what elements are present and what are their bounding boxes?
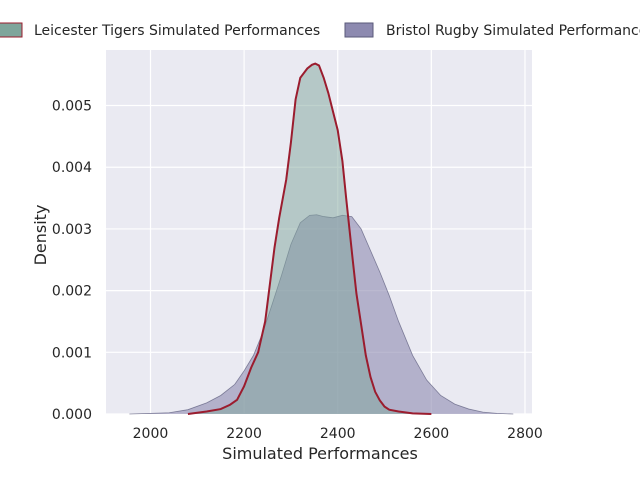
y-tick-label-1: 0.001 — [52, 345, 92, 361]
x-tick-label-3: 2600 — [414, 426, 450, 442]
legend-swatch-bristol — [344, 22, 374, 38]
legend-label-leicester: Leicester Tigers Simulated Performances — [34, 23, 320, 39]
y-tick-label-2: 0.002 — [52, 284, 92, 300]
y-tick-label-4: 0.004 — [52, 160, 92, 176]
y-tick-label-0: 0.000 — [52, 407, 92, 423]
y-tick-label-5: 0.005 — [52, 99, 92, 115]
legend-swatch-leicester — [0, 22, 23, 38]
x-tick-label-1: 2200 — [226, 426, 262, 442]
tick-labels: 2000 2200 2400 2600 2800 0.000 0.001 0.002 0.003… — [52, 99, 543, 442]
series-line-0 — [187, 62, 432, 415]
series-area-0 — [187, 63, 432, 415]
x-axis-label: Simulated Performances — [222, 444, 418, 463]
x-tick-label-0: 2000 — [133, 426, 169, 442]
y-axis-label: Density — [31, 205, 50, 266]
x-tick-label-2: 2400 — [320, 426, 356, 442]
x-tick-label-4: 2800 — [507, 426, 543, 442]
legend-label-bristol: Bristol Rugby Simulated Performances — [386, 23, 640, 39]
series-layer — [129, 62, 514, 415]
y-tick-label-3: 0.003 — [52, 222, 92, 238]
legend: Leicester Tigers Simulated Performances … — [0, 22, 640, 39]
